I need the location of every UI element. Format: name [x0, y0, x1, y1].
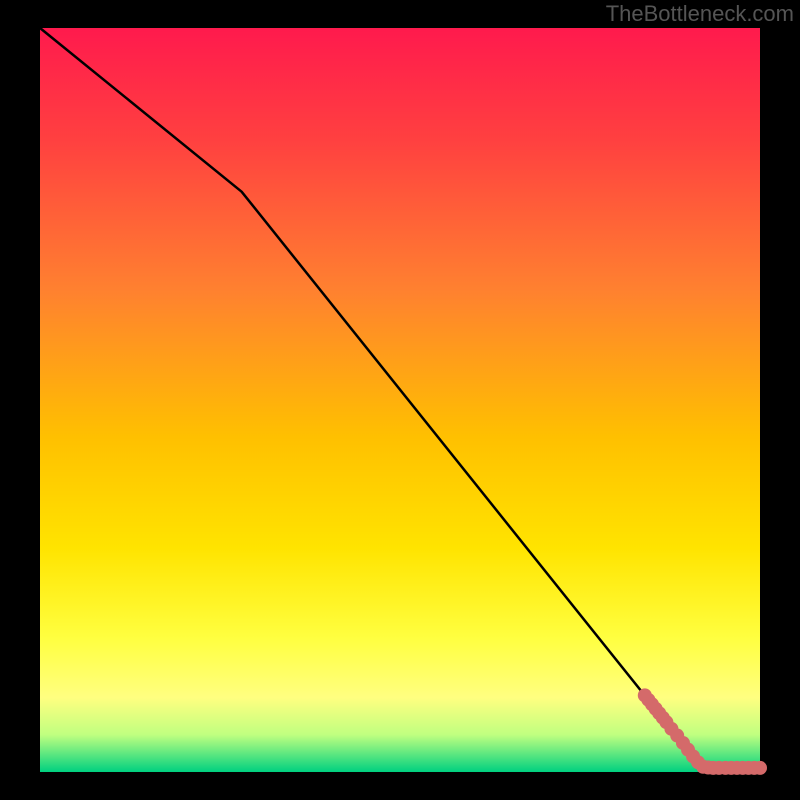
attribution-text: TheBottleneck.com [606, 1, 794, 27]
bottleneck-chart [0, 0, 800, 800]
plot-area [40, 28, 760, 772]
data-point [753, 761, 767, 775]
chart-container: TheBottleneck.com [0, 0, 800, 800]
